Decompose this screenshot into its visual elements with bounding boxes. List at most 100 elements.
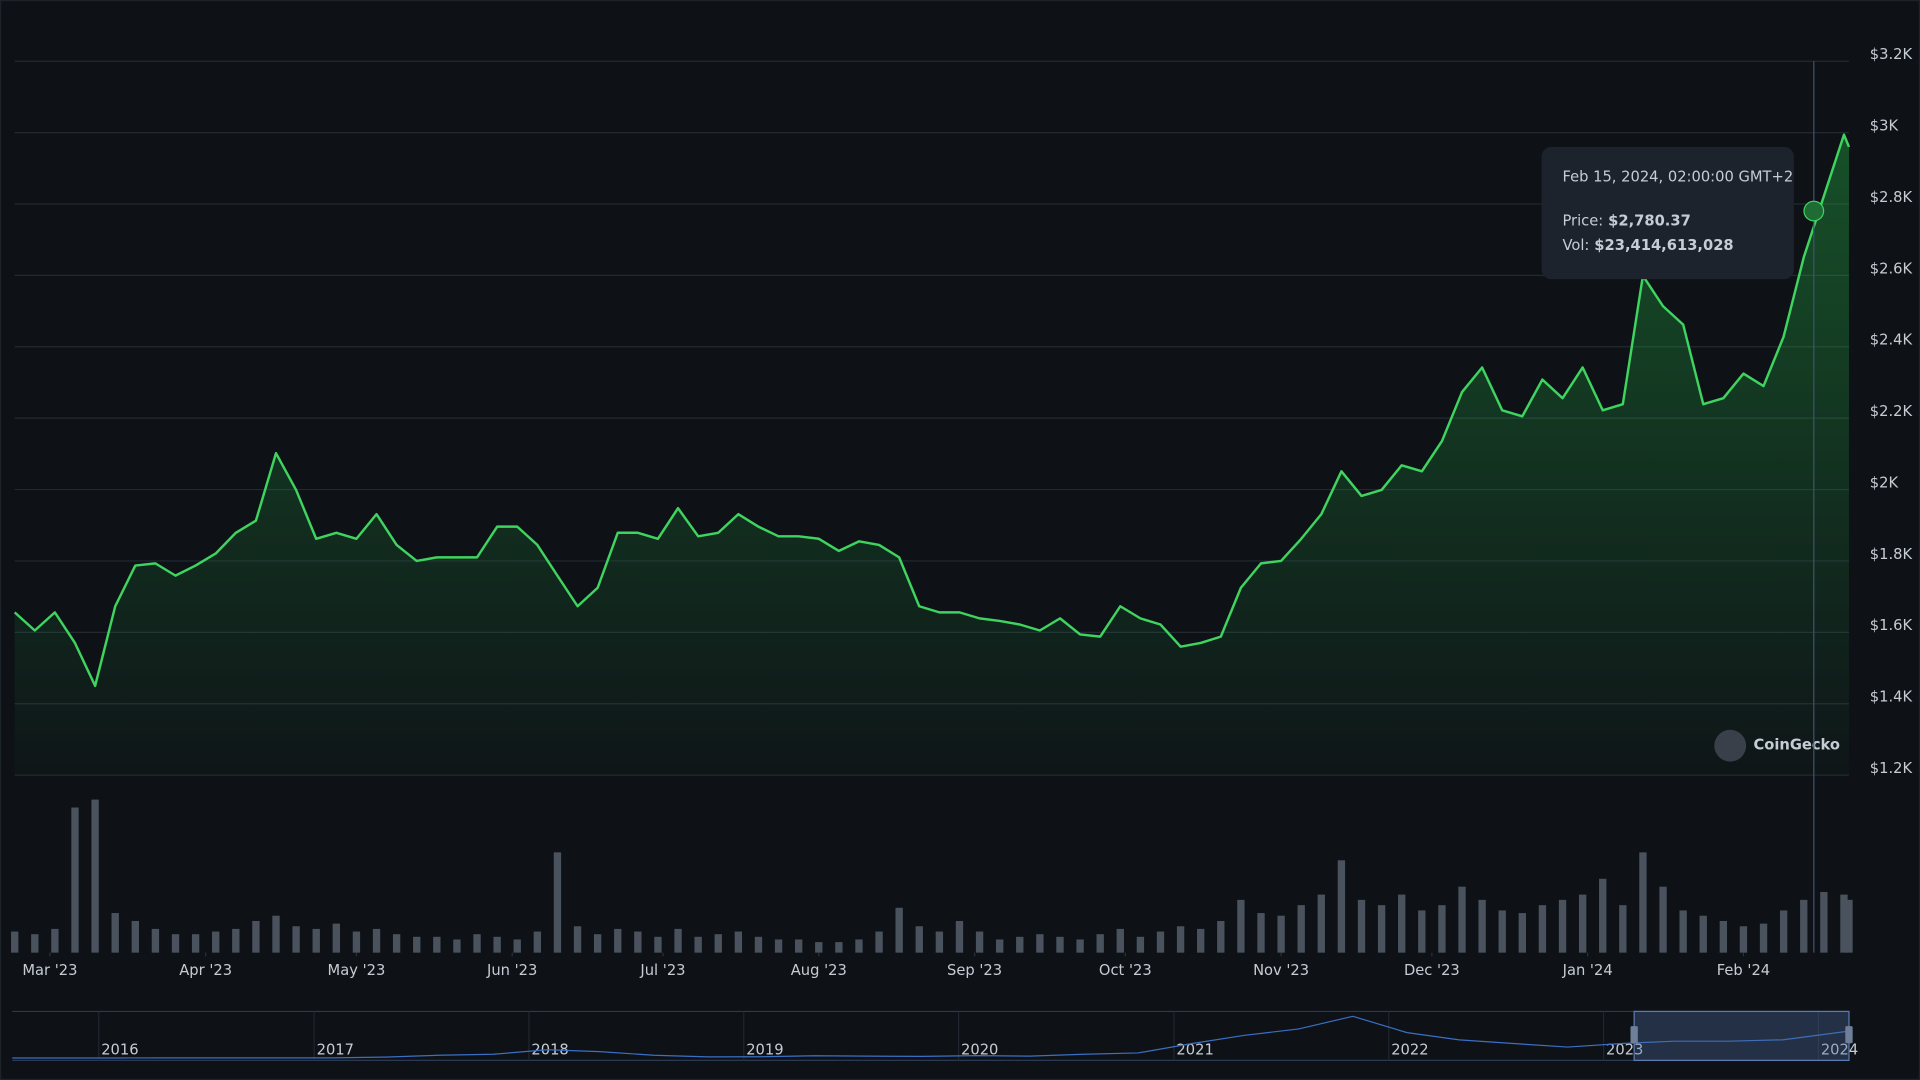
volume-bar xyxy=(1438,905,1446,953)
volume-bar xyxy=(1639,852,1647,953)
x-tick-label: Dec '23 xyxy=(1404,962,1460,979)
x-tick-label: Jan '24 xyxy=(1562,962,1613,979)
volume-bar xyxy=(1418,910,1426,953)
volume-bar xyxy=(634,931,642,953)
navigator-tick-label: 2020 xyxy=(961,1042,998,1059)
y-tick-label: $2.8K xyxy=(1870,189,1913,206)
volume-bar xyxy=(1478,899,1486,953)
navigator-tick-label: 2017 xyxy=(317,1042,354,1059)
y-tick-label: $3.2K xyxy=(1870,46,1913,63)
y-tick-label: $1.2K xyxy=(1870,760,1913,777)
volume-bar xyxy=(1357,899,1366,953)
volume-bar xyxy=(1659,886,1667,953)
navigator-window[interactable] xyxy=(1633,1010,1850,1062)
volume-bar xyxy=(1096,934,1104,953)
tooltip-value: $2,780.37 xyxy=(1608,213,1691,230)
price-area xyxy=(14,134,1849,776)
navigator-tick-label: 2022 xyxy=(1391,1042,1428,1059)
x-tick-label: Feb '24 xyxy=(1717,962,1770,979)
volume-bar xyxy=(754,936,763,953)
volume-bar xyxy=(91,799,99,953)
volume-bar xyxy=(111,913,119,953)
volume-bar xyxy=(1257,913,1265,953)
volume-bar xyxy=(1498,910,1506,953)
volume-bar xyxy=(1116,928,1124,953)
volume-bar xyxy=(392,934,401,953)
navigator-line xyxy=(12,1015,1850,1059)
volume-bar xyxy=(1840,894,1848,953)
volume-bar xyxy=(1599,878,1607,953)
y-tick-label: $2.4K xyxy=(1870,332,1913,349)
volume-bar xyxy=(131,920,139,953)
volume-bar xyxy=(493,936,501,953)
tooltip-title: Feb 15, 2024, 02:00:00 GMT+2 xyxy=(1562,169,1793,186)
volume-bar xyxy=(553,852,562,953)
volume-bar xyxy=(1699,915,1707,953)
volume-bar xyxy=(232,928,240,953)
volume-bar xyxy=(835,942,843,953)
volume-bar xyxy=(71,807,79,953)
y-tick-label: $2K xyxy=(1870,474,1899,491)
volume-bar xyxy=(875,931,883,953)
volume-bar xyxy=(11,931,19,953)
volume-bar xyxy=(533,931,542,953)
navigator-handle[interactable] xyxy=(1630,1026,1638,1044)
volume-bar xyxy=(1719,920,1728,953)
tooltip-key: Price: xyxy=(1562,213,1603,230)
volume-bar xyxy=(1739,926,1748,953)
volume-bar xyxy=(212,931,220,953)
volume-bar xyxy=(272,915,280,953)
x-tick-label: Aug '23 xyxy=(791,962,847,979)
volume-bar xyxy=(1337,860,1346,953)
volume-bar xyxy=(151,928,160,953)
volume-bar xyxy=(1845,899,1853,953)
hover-point xyxy=(1803,200,1825,222)
volume-bar xyxy=(1217,920,1225,953)
volume-bar xyxy=(1558,899,1567,953)
volume-bar xyxy=(372,928,381,953)
volume-bar xyxy=(734,931,743,953)
volume-bar xyxy=(292,926,300,953)
volume-bar xyxy=(1538,905,1547,953)
volume-bar xyxy=(1076,939,1084,953)
volume-bar xyxy=(654,936,662,953)
volume-bar xyxy=(312,928,320,953)
volume-bar xyxy=(473,934,481,953)
volume-bar xyxy=(955,920,964,953)
y-tick-label: $2.6K xyxy=(1870,260,1913,277)
volume-bar xyxy=(171,934,180,953)
volume-bar xyxy=(1016,936,1024,953)
volume-bar xyxy=(51,928,59,953)
volume-bar xyxy=(453,939,461,953)
volume-bar xyxy=(332,923,340,953)
volume-bar xyxy=(1779,910,1788,953)
x-tick-label: Nov '23 xyxy=(1253,962,1309,979)
volume-bar xyxy=(935,931,944,953)
tooltip-value: $23,414,613,028 xyxy=(1594,237,1733,254)
volume-bar xyxy=(614,928,622,953)
volume-bar xyxy=(413,936,421,953)
volume-bar xyxy=(1176,926,1185,953)
volume-bar xyxy=(1458,886,1466,953)
volume-bar xyxy=(573,926,582,953)
volume-bar xyxy=(674,928,682,953)
watermark: CoinGecko xyxy=(1753,737,1840,754)
x-tick-label: Mar '23 xyxy=(22,962,77,979)
volume-bar xyxy=(1297,905,1305,953)
volume-bar xyxy=(31,934,39,953)
volume-bar xyxy=(895,907,903,953)
volume-bar xyxy=(1197,928,1205,953)
volume-bar xyxy=(694,936,702,953)
x-tick-label: Apr '23 xyxy=(179,962,232,979)
volume-bar xyxy=(593,934,602,953)
volume-bar xyxy=(191,934,200,953)
volume-bar xyxy=(975,931,984,953)
x-tick-label: May '23 xyxy=(328,962,386,979)
volume-bar xyxy=(252,920,260,953)
volume-bar xyxy=(855,939,863,953)
y-tick-label: $3K xyxy=(1870,117,1899,134)
volume-bar xyxy=(1820,891,1828,953)
volume-bar xyxy=(1136,936,1145,953)
volume-bar xyxy=(996,939,1004,953)
navigator-handle[interactable] xyxy=(1845,1026,1853,1044)
